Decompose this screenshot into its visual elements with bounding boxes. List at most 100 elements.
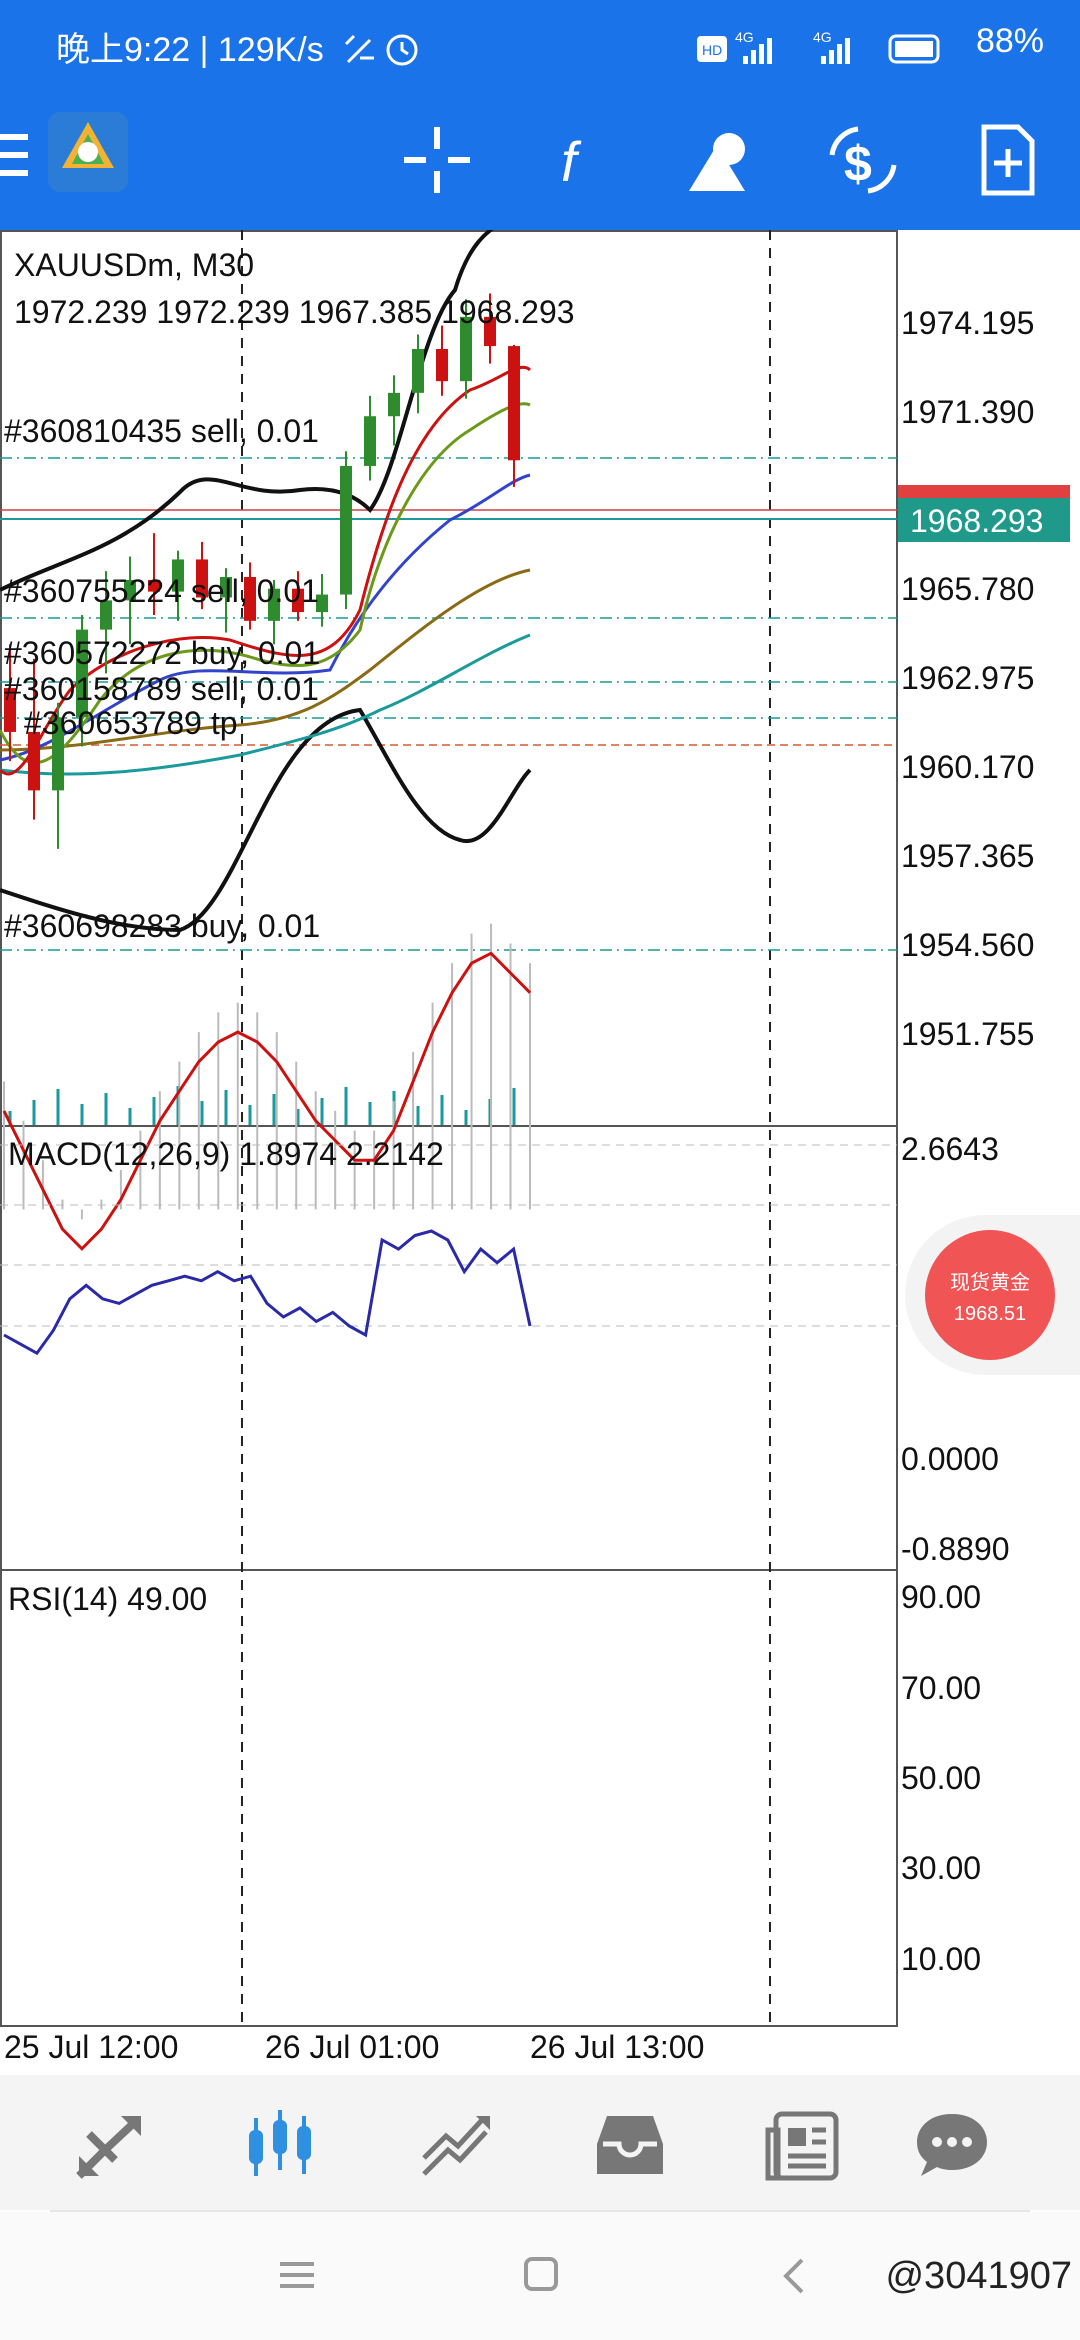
order-label-3[interactable]: #360572272 buy, 0.01: [4, 635, 320, 671]
time-tick-2: 26 Jul 01:00: [265, 2029, 439, 2065]
price-tick-7: 1954.560: [901, 927, 1034, 963]
bollinger-lower: [0, 707, 532, 933]
candle-body: [364, 416, 376, 466]
shapes-icon[interactable]: [675, 115, 765, 205]
back-icon[interactable]: [778, 2256, 808, 2296]
macd-signal-line: [2, 951, 532, 1251]
candle-body: [172, 559, 184, 592]
symbol-label: XAUUSDm, M30: [14, 247, 254, 283]
candle-body: [220, 577, 232, 598]
rsi-tick-90: 90.00: [901, 1579, 981, 1615]
svg-text:4G: 4G: [813, 29, 832, 45]
app-logo-icon[interactable]: [48, 112, 128, 192]
rsi-tick-70: 70.00: [901, 1670, 981, 1706]
new-document-icon[interactable]: [962, 115, 1052, 205]
candle-body: [292, 588, 304, 613]
candle-body: [100, 600, 112, 630]
chart-icon[interactable]: [235, 2100, 325, 2190]
svg-text:HD: HD: [702, 42, 722, 58]
candle-body: [124, 579, 136, 601]
crosshair-icon[interactable]: [392, 115, 482, 205]
candle-body: [436, 349, 448, 382]
current-price-label: 1968.293: [910, 503, 1043, 539]
history-icon[interactable]: [585, 2100, 675, 2190]
ma-fast: [0, 473, 531, 762]
status-bar: 晚上9:22 | 129K/s HD 4G 4G 88%: [0, 0, 1080, 95]
candle-body: [28, 731, 40, 791]
watermark: @3041907: [885, 2255, 1072, 2297]
messages-icon[interactable]: [907, 2100, 997, 2190]
price-tick-8: 1951.755: [901, 1016, 1034, 1052]
rsi-line: [3, 1229, 532, 1356]
price-tick-5: 1960.170: [901, 749, 1034, 785]
ma-mid: [0, 568, 531, 752]
candle-body: [388, 392, 400, 417]
candle-body: [340, 465, 352, 595]
candle-body: [460, 316, 472, 382]
home-icon[interactable]: [524, 2257, 558, 2291]
ohlc-label: 1972.239 1972.239 1967.385 1968.293: [14, 294, 575, 330]
bottom-nav: [0, 2075, 1080, 2210]
floating-quote-circle[interactable]: 现货黄金 1968.51: [925, 1230, 1055, 1360]
candle-body: [268, 588, 280, 621]
candles-group: [4, 293, 520, 849]
volume-group: [8, 1086, 516, 1125]
rsi-tick-10: 10.00: [901, 1941, 981, 1977]
candle-body: [148, 579, 160, 592]
top-toolbar: [0, 95, 1080, 230]
ma-red: [0, 365, 532, 776]
macd-histogram: [3, 923, 531, 1220]
ma-slow: [0, 633, 531, 776]
macd-tick-1: 2.6643: [901, 1131, 999, 1167]
trade-icon[interactable]: [410, 2100, 500, 2190]
status-time-speed: 晚上9:22 | 129K/s: [56, 31, 324, 69]
candle-body: [52, 717, 64, 791]
dollar-sync-icon[interactable]: $: [818, 115, 908, 205]
svg-text:f: f: [561, 130, 582, 193]
price-tick-2: 1971.390: [901, 394, 1034, 430]
rsi-tick-30: 30.00: [901, 1850, 981, 1886]
candle-body: [244, 577, 256, 621]
alarm-icon: [386, 34, 418, 66]
order-label-1[interactable]: #360810435 sell, 0.01: [4, 413, 319, 449]
candle-body: [76, 629, 88, 718]
price-tick-6: 1957.365: [901, 838, 1034, 874]
time-tick-3: 26 Jul 13:00: [530, 2029, 704, 2065]
order-label-5[interactable]: #360653789 tp: [24, 705, 238, 741]
news-icon[interactable]: [758, 2100, 848, 2190]
chart-area[interactable]: XAUUSDm, M30 1972.239 1972.239 1967.385 …: [0, 218, 1080, 2075]
price-tick-4: 1962.975: [901, 660, 1034, 696]
order-label-6[interactable]: #360698283 buy, 0.01: [4, 908, 320, 944]
function-icon[interactable]: f: [533, 115, 623, 205]
battery-percent: 88%: [975, 22, 1044, 60]
price-tick-3: 1965.780: [901, 571, 1034, 607]
chart-canvas[interactable]: XAUUSDm, M30 1972.239 1972.239 1967.385 …: [0, 218, 1080, 2075]
svg-text:$: $: [844, 136, 872, 192]
order-label-2[interactable]: #360755224 sell, 0.01: [4, 573, 319, 609]
status-signal-icons: HD 4G 4G: [697, 29, 940, 64]
candle-body: [4, 688, 16, 732]
rsi-tick-50: 50.00: [901, 1760, 981, 1796]
macd-label: MACD(12,26,9) 1.8974 2.2142: [8, 1136, 444, 1172]
candle-body: [508, 346, 520, 461]
floating-quote-name: 现货黄金: [950, 1272, 1030, 1294]
recent-apps-icon[interactable]: [280, 2258, 314, 2292]
svg-text:4G: 4G: [735, 29, 754, 45]
quotes-icon[interactable]: [65, 2100, 155, 2190]
mute-icon: [344, 34, 374, 64]
battery-icon: [888, 34, 940, 64]
candle-body: [484, 316, 496, 347]
nav-separator: [50, 2210, 1030, 2212]
bollinger-upper: [0, 218, 507, 592]
rsi-label: RSI(14) 49.00: [8, 1581, 207, 1617]
macd-tick-2: 0.0000: [901, 1441, 999, 1477]
ma-fastest: [0, 402, 531, 765]
status-icons-left: [344, 34, 418, 66]
menu-icon[interactable]: [0, 120, 40, 190]
chart-border: [0, 230, 898, 2027]
macd-tick-3: -0.8890: [901, 1531, 1010, 1567]
order-label-4[interactable]: #360158789 sell, 0.01: [4, 671, 319, 707]
floating-quote-price: 1968.51: [953, 1303, 1027, 1325]
hd-icon: [697, 36, 727, 62]
bid-price-tag: [898, 498, 1070, 542]
